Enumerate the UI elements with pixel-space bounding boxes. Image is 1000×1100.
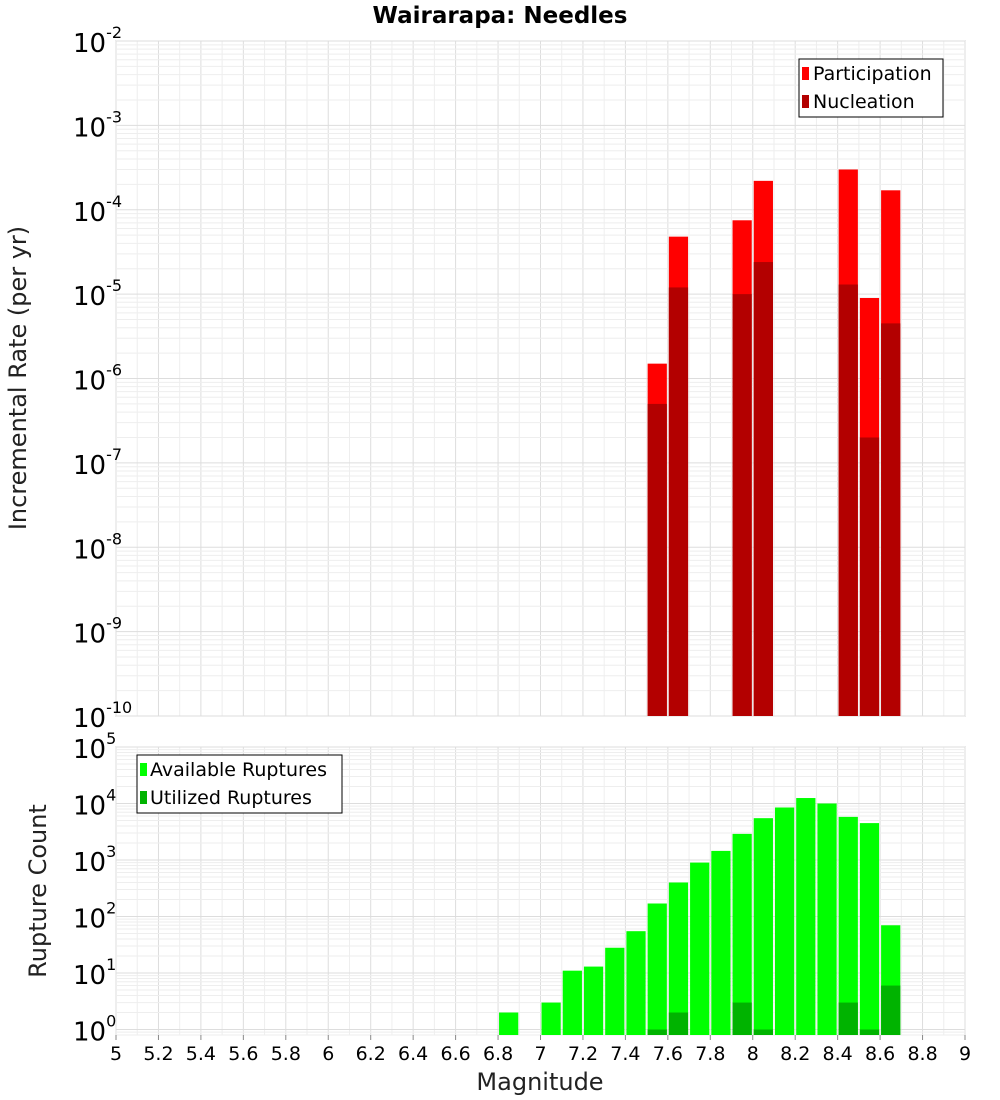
y-tick-label: 10-4 — [73, 192, 122, 228]
legend-available-ruptures: Available Ruptures — [150, 759, 327, 781]
x-tick-label: 9 — [959, 1043, 971, 1065]
chart-title: Wairarapa: Needles — [373, 3, 628, 29]
bar-available-ruptures — [859, 823, 880, 1035]
x-tick-label: 7.8 — [695, 1043, 725, 1065]
bar-available-ruptures — [562, 970, 582, 1035]
top-legend: Participation Nucleation — [798, 58, 944, 118]
bar-available-ruptures — [817, 803, 837, 1035]
bar-utilized-ruptures — [838, 1002, 858, 1035]
bar-available-ruptures — [732, 833, 752, 1035]
bottom-panel: 105 104 103 102 101 100 Rupture Count Availab… — [24, 729, 971, 1096]
bar-utilized-ruptures — [859, 1029, 880, 1035]
bar-available-ruptures — [605, 947, 625, 1035]
legend-utilized-ruptures: Utilized Ruptures — [150, 787, 312, 809]
y-tick-label: 100 — [73, 1012, 116, 1048]
bar-available-ruptures — [753, 818, 773, 1035]
bar-nucleation — [881, 323, 901, 716]
top-panel: 10-2 10-3 10-4 10-5 10-6 10-7 10-8 10-9 10-10 In… — [4, 23, 966, 734]
bar-utilized-ruptures — [732, 1002, 752, 1035]
nucleation-swatch — [802, 95, 809, 108]
x-tick-label: 6 — [322, 1043, 334, 1065]
available-swatch — [140, 763, 147, 776]
x-tick-label: 8.4 — [823, 1043, 853, 1065]
bar-available-ruptures — [711, 850, 731, 1035]
bottom-legend: Available Ruptures Utilized Ruptures — [136, 754, 343, 814]
y-tick-label: 10-6 — [73, 361, 122, 397]
top-y-ticks: 10-2 10-3 10-4 10-5 10-6 10-7 10-8 10-9 10-10 — [73, 23, 132, 734]
y-tick-label: 10-9 — [73, 614, 122, 650]
top-bars — [647, 169, 901, 717]
bar-available-ruptures — [668, 882, 689, 1035]
y-tick-label: 103 — [73, 842, 116, 878]
x-tick-label: 5.8 — [271, 1043, 301, 1065]
bar-utilized-ruptures — [647, 1029, 667, 1035]
y-tick-label: 10-10 — [73, 698, 132, 734]
bottom-y-ticks: 105 104 103 102 101 100 — [73, 729, 116, 1048]
x-tick-label: 6.2 — [356, 1043, 386, 1065]
y-tick-label: 105 — [73, 729, 116, 765]
x-tick-label: 6.6 — [440, 1043, 470, 1065]
bar-utilized-ruptures — [881, 985, 901, 1035]
x-tick-label: 8.2 — [780, 1043, 810, 1065]
participation-swatch — [802, 67, 809, 80]
x-tick-label: 8 — [747, 1043, 759, 1065]
bar-available-ruptures — [583, 966, 604, 1035]
top-grid — [115, 40, 966, 717]
bar-available-ruptures — [796, 798, 816, 1035]
y-tick-label: 10-3 — [73, 107, 122, 143]
top-legend-box — [798, 58, 944, 118]
x-axis-label: Magnitude — [476, 1068, 603, 1096]
bar-available-ruptures — [541, 1002, 561, 1035]
bar-nucleation — [838, 284, 858, 716]
x-tick-label: 8.8 — [907, 1043, 937, 1065]
bar-utilized-ruptures — [668, 1012, 689, 1035]
bar-nucleation — [732, 294, 752, 716]
y-tick-label: 101 — [73, 955, 116, 991]
y-tick-label: 10-7 — [73, 445, 122, 481]
bar-available-ruptures — [690, 862, 710, 1035]
x-tick-label: 7.6 — [653, 1043, 683, 1065]
bar-nucleation — [668, 287, 689, 716]
x-tick-label: 6.4 — [398, 1043, 428, 1065]
bar-nucleation — [859, 437, 880, 716]
y-tick-label: 104 — [73, 786, 116, 822]
x-tick-label: 5.4 — [186, 1043, 216, 1065]
bar-utilized-ruptures — [753, 1029, 773, 1035]
bottom-bars — [499, 798, 901, 1035]
x-tick-label: 5.6 — [228, 1043, 258, 1065]
top-y-axis-label: Incremental Rate (per yr) — [4, 226, 32, 530]
x-tick-label: 5.2 — [143, 1043, 173, 1065]
bar-available-ruptures — [647, 903, 667, 1035]
x-tick-label: 7.2 — [568, 1043, 598, 1065]
bar-available-ruptures — [499, 1012, 519, 1035]
legend-nucleation: Nucleation — [813, 91, 915, 113]
utilized-swatch — [140, 791, 147, 804]
x-tick-label: 7 — [534, 1043, 546, 1065]
x-ticks: 5 5.2 5.4 5.6 5.8 6 6.2 6.4 6.6 6.8 7 7.2 7.4 7.6 7.8 8… — [110, 1035, 971, 1065]
bar-available-ruptures — [626, 931, 646, 1035]
x-tick-label: 6.8 — [483, 1043, 513, 1065]
bottom-legend-box — [136, 754, 343, 814]
bar-nucleation — [753, 262, 773, 716]
bar-available-ruptures — [838, 816, 858, 1035]
y-tick-label: 102 — [73, 899, 116, 935]
y-tick-label: 10-5 — [73, 276, 122, 312]
x-tick-label: 8.6 — [865, 1043, 895, 1065]
bar-nucleation — [647, 403, 667, 716]
bottom-y-axis-label: Rupture Count — [24, 804, 52, 978]
x-tick-label: 7.4 — [610, 1043, 640, 1065]
legend-participation: Participation — [813, 63, 932, 85]
y-tick-label: 10-2 — [73, 23, 122, 59]
y-tick-label: 10-8 — [73, 529, 122, 565]
x-tick-label: 5 — [110, 1043, 122, 1065]
bar-available-ruptures — [774, 807, 795, 1035]
